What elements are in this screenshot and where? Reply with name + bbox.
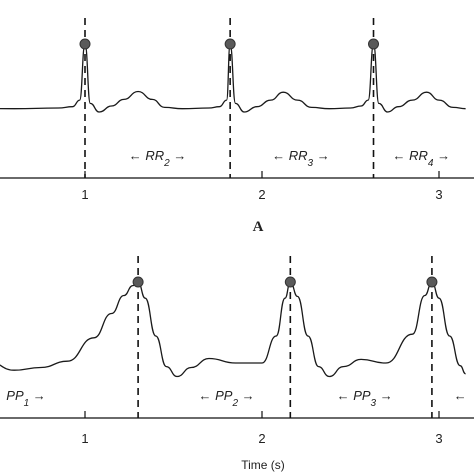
signal-trace-a	[0, 43, 466, 113]
interval-label-b-3: ← PP3 →	[337, 388, 393, 409]
peak-dot-a-3	[368, 38, 380, 50]
peak-dot-a-2	[224, 38, 236, 50]
interval-label-a-3: ← RR3 →	[272, 148, 330, 169]
panel-a-letter: A	[253, 219, 264, 235]
panel-a-ecg: RR1 →← RR2 →← RR3 →← RR4 →123	[0, 18, 474, 202]
x-axis-label: Time (s)	[241, 458, 285, 472]
interval-label-b-4: ←	[454, 388, 467, 403]
peak-dot-b-2	[284, 276, 296, 288]
x-tick-label-b-2: 2	[258, 431, 265, 446]
interval-label-a-4: ← RR4 →	[393, 148, 451, 169]
signal-trace-b	[0, 281, 466, 378]
interval-label-b-2: ← PP2 →	[199, 388, 255, 409]
panel-b-ppg: ← PP1 → ← PP2 → ← PP3 → ← 1 2 3	[0, 256, 474, 446]
x-tick-label-a-3: 3	[435, 187, 442, 202]
x-tick-label-b-1: 1	[81, 431, 88, 446]
x-tick-label-a-1: 1	[81, 187, 88, 202]
peak-dot-b-3	[426, 276, 438, 288]
x-tick-label-b-3: 3	[435, 431, 442, 446]
x-tick-label-a-2: 2	[258, 187, 265, 202]
interval-label-a-2: ← RR2 →	[129, 148, 187, 169]
peak-dot-b-1	[132, 276, 144, 288]
peak-dot-a-1	[79, 38, 91, 50]
interval-label-b-1: ← PP1 →	[0, 388, 46, 409]
